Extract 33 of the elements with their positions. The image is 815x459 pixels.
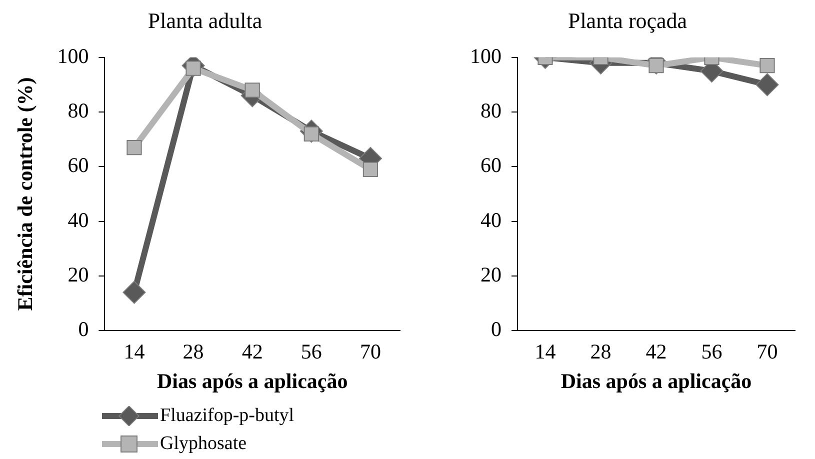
x-tick-label: 28 [590,340,612,364]
chart-title: Planta adulta [148,8,262,33]
y-tick-label: 100 [470,44,502,68]
x-tick-label: 56 [300,340,322,364]
y-tick-label: 40 [480,208,502,232]
x-axis-title: Dias após a aplicação [560,368,752,393]
point [362,162,378,177]
x-tick-label: 28 [182,340,204,364]
x-tick-label: 42 [242,340,263,364]
point [122,280,146,304]
chart-title: Planta roçada [568,8,688,33]
x-tick-label: 70 [756,340,778,364]
y-tick-label: 0 [491,317,502,342]
y-tick-label: 40 [68,208,89,232]
point [126,140,142,156]
y-tick-label: 20 [68,262,89,286]
y-tick-label: 60 [68,153,89,178]
x-tick-label: 56 [701,340,722,364]
y-tick-label: 80 [68,98,89,123]
y-tick-label: 0 [78,317,89,342]
y-axis-title: Eficiência de controle (%) [13,77,38,311]
y-tick-label: 60 [480,153,502,178]
point [244,82,260,98]
legend-label: Fluazifop-p-butyl [160,405,294,427]
y-tick-label: 100 [57,44,89,68]
x-tick-label: 42 [646,340,667,364]
x-tick-label: 14 [534,340,556,364]
y-tick-label: 20 [480,262,502,286]
x-axis-title: Dias após a aplicação [156,368,348,393]
y-tick-label: 80 [480,98,502,123]
legend-label: Glyphosate [160,433,247,455]
x-tick-label: 70 [360,340,381,364]
x-tick-label: 14 [124,340,146,364]
